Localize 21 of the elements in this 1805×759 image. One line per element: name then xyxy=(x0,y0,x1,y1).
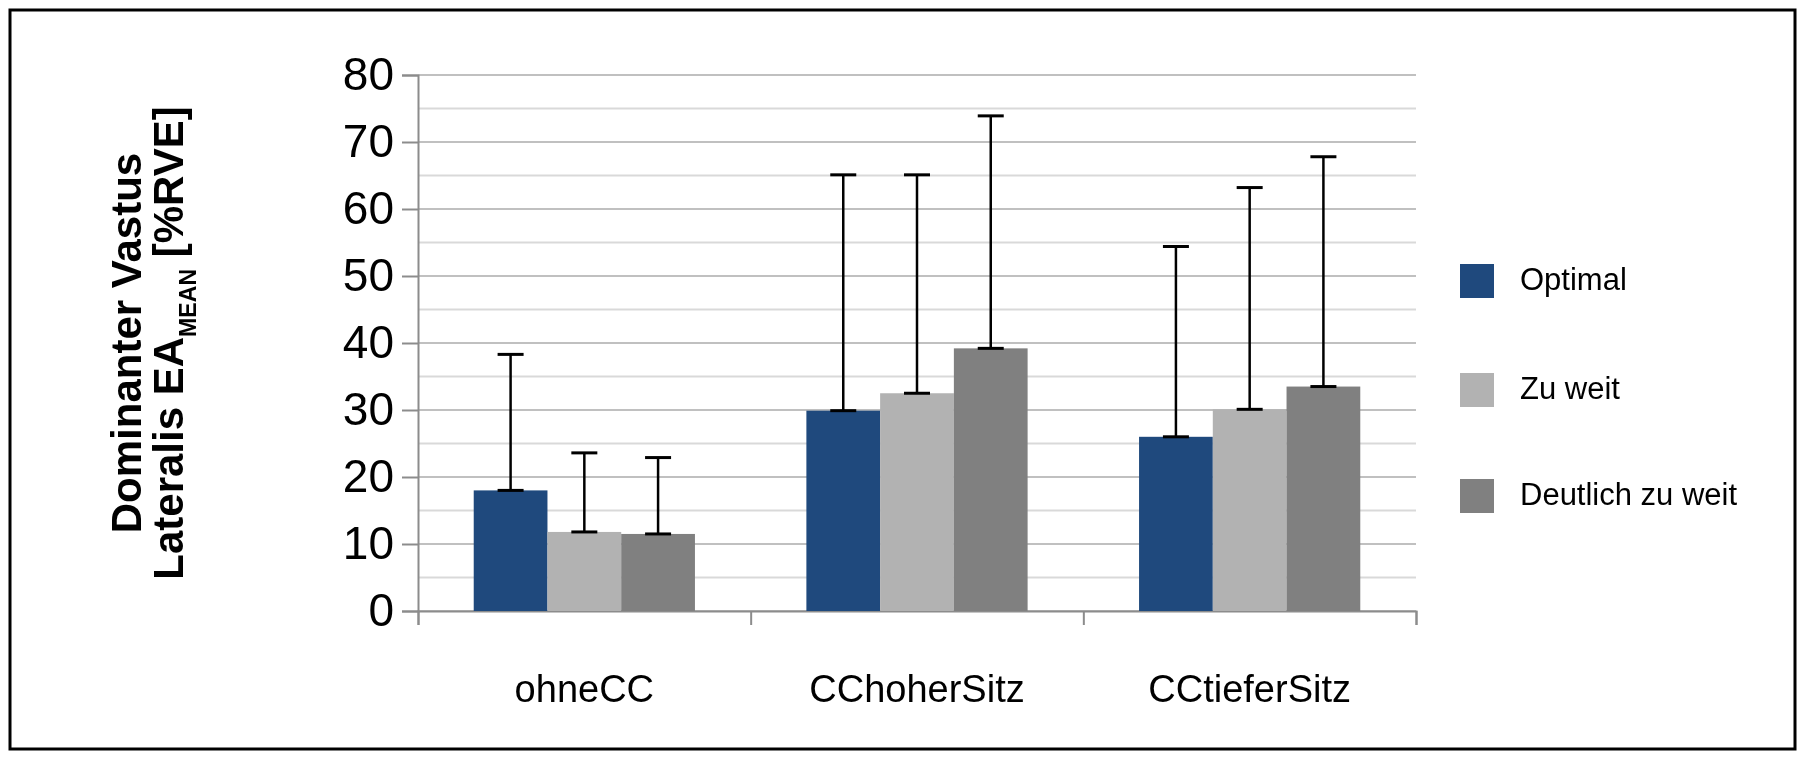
y-tick-label: 80 xyxy=(342,48,394,101)
legend-label: Optimal xyxy=(1520,262,1627,297)
y-tick-label: 60 xyxy=(342,182,394,235)
x-tick-label: ohneCC xyxy=(514,668,655,710)
y-tick-label: 50 xyxy=(342,249,394,302)
y-tick-label: 70 xyxy=(342,115,394,168)
bar xyxy=(880,393,954,611)
legend-label: Zu weit xyxy=(1520,371,1621,406)
y-tick-label: 30 xyxy=(342,383,394,436)
bar xyxy=(1212,409,1287,611)
bar xyxy=(1139,436,1213,611)
x-tick-label: CCtieferSitz xyxy=(1148,668,1352,710)
legend-label: Deutlich zu weit xyxy=(1520,477,1738,512)
bar xyxy=(547,531,622,611)
y-tick-label: 20 xyxy=(342,450,394,503)
bar xyxy=(473,490,548,611)
y-tick-label: 10 xyxy=(342,517,394,570)
y-tick-label: 0 xyxy=(368,584,394,637)
bar xyxy=(806,410,881,611)
y-tick-label: 40 xyxy=(342,316,394,369)
x-tick-label: CChoherSitz xyxy=(809,668,1025,710)
